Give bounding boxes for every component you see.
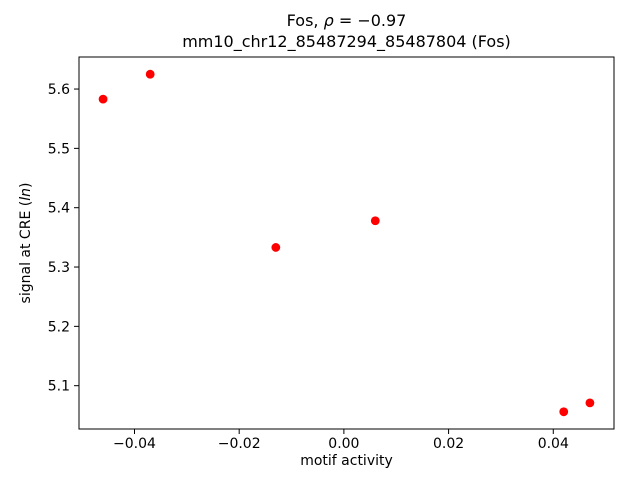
y-tick-label: 5.2 — [48, 319, 70, 335]
y-tick-label: 5.3 — [48, 260, 70, 276]
x-tick-label: −0.02 — [218, 436, 261, 452]
data-point — [559, 407, 569, 417]
chart-subtitle: mm10_chr12_85487294_85487804 (Fos) — [182, 32, 511, 51]
data-point — [145, 69, 155, 79]
text-segment: ρ — [323, 11, 334, 30]
x-tick-label: 0.00 — [328, 436, 359, 452]
data-point — [98, 94, 108, 104]
data-point — [370, 216, 380, 226]
data-point — [271, 243, 281, 252]
chart-title: Fos, ρ = −0.97 — [79, 11, 614, 30]
y-axis-label: signal at CRE (ln) — [18, 183, 34, 304]
x-axis-label: motif activity — [300, 453, 393, 469]
x-tick-label: 0.02 — [433, 436, 464, 452]
x-tick-label: −0.04 — [113, 436, 156, 452]
y-tick-label: 5.1 — [48, 379, 70, 395]
text-segment: Fos, — [286, 11, 324, 30]
data-point — [585, 398, 595, 408]
y-tick-label: 5.5 — [48, 141, 70, 157]
text-segment: ln — [18, 188, 34, 201]
plot-frame — [78, 56, 615, 430]
y-tick-label: 5.4 — [48, 201, 70, 217]
text-segment: ) — [18, 182, 34, 189]
text-segment: signal at CRE ( — [18, 200, 34, 304]
x-tick-label: 0.04 — [538, 436, 569, 452]
y-tick-label: 5.6 — [48, 82, 70, 98]
text-segment: = −0.97 — [333, 11, 407, 30]
